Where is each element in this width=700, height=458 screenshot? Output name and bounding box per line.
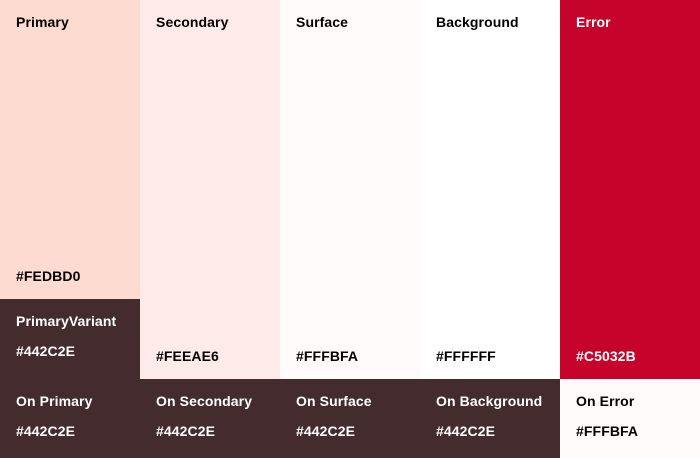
swatch-on-surface: On Surface #442C2E [280, 379, 420, 458]
swatch-on-background-label: On Background [436, 393, 543, 409]
swatch-on-error-hex: #FFFBFA [576, 423, 639, 439]
palette-column-error: Error #C5032B On Error #FFFBFA [560, 0, 700, 458]
swatch-secondary-hex: #FEEAE6 [156, 348, 219, 364]
swatch-on-background-hex: #442C2E [436, 423, 496, 439]
swatch-on-primary: On Primary #442C2E [0, 379, 140, 458]
swatch-on-error-label: On Error [576, 393, 635, 409]
swatch-surface: Surface #FFFBFA [280, 0, 420, 379]
swatch-on-secondary-label: On Secondary [156, 393, 253, 409]
swatch-primary-variant-hex: #442C2E [16, 343, 76, 359]
swatch-on-secondary-hex: #442C2E [156, 423, 216, 439]
swatch-on-secondary: On Secondary #442C2E [140, 379, 280, 458]
swatch-on-error: On Error #FFFBFA [560, 379, 700, 458]
palette-column-background: Background #FFFFFF On Background #442C2E [420, 0, 560, 458]
swatch-on-primary-label: On Primary [16, 393, 93, 409]
swatch-primary-label: Primary [16, 14, 69, 30]
swatch-primary-variant-label: PrimaryVariant [16, 313, 117, 329]
swatch-background-label: Background [436, 14, 519, 30]
swatch-surface-hex: #FFFBFA [296, 348, 359, 364]
swatch-secondary-label: Secondary [156, 14, 229, 30]
palette-column-secondary: Secondary #FEEAE6 On Secondary #442C2E [140, 0, 280, 458]
swatch-primary: Primary #FEDBD0 [0, 0, 140, 299]
swatch-secondary: Secondary #FEEAE6 [140, 0, 280, 379]
palette-column-primary: Primary #FEDBD0 PrimaryVariant #442C2E O… [0, 0, 140, 458]
swatch-background: Background #FFFFFF [420, 0, 560, 379]
swatch-error-hex: #C5032B [576, 348, 636, 364]
swatch-primary-hex: #FEDBD0 [16, 268, 81, 284]
swatch-on-primary-hex: #442C2E [16, 423, 76, 439]
swatch-on-surface-hex: #442C2E [296, 423, 356, 439]
swatch-on-surface-label: On Surface [296, 393, 372, 409]
palette-column-surface: Surface #FFFBFA On Surface #442C2E [280, 0, 420, 458]
swatch-surface-label: Surface [296, 14, 349, 30]
swatch-error-label: Error [576, 14, 611, 30]
swatch-error: Error #C5032B [560, 0, 700, 379]
swatch-background-hex: #FFFFFF [436, 348, 496, 364]
swatch-primary-variant: PrimaryVariant #442C2E [0, 299, 140, 379]
swatch-on-background: On Background #442C2E [420, 379, 560, 458]
